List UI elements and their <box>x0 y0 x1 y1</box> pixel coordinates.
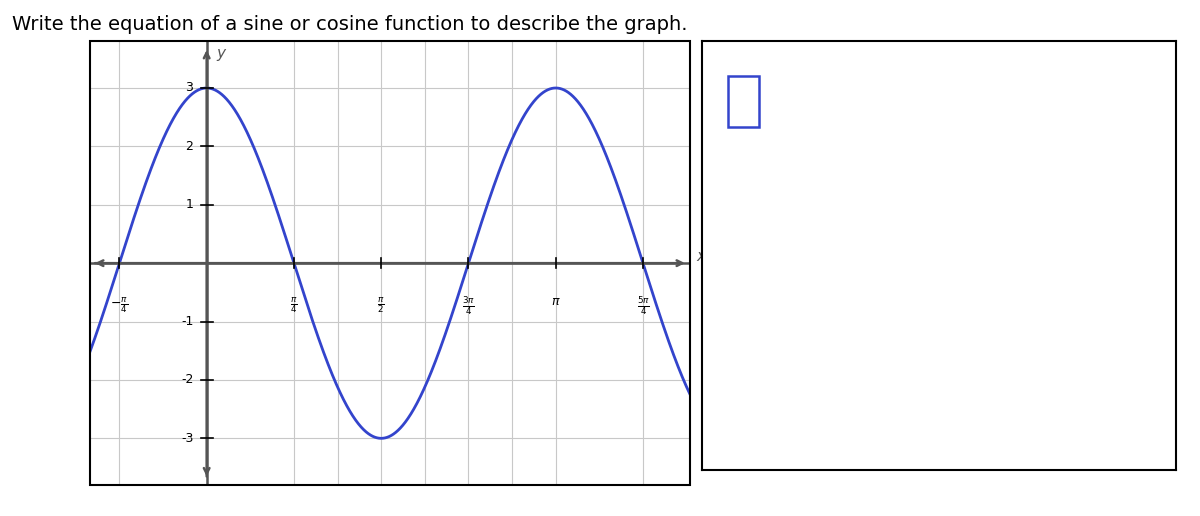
Text: $\pi$: $\pi$ <box>551 295 560 308</box>
Text: 1: 1 <box>186 198 193 211</box>
Text: $\frac{\pi}{2}$: $\frac{\pi}{2}$ <box>378 295 385 315</box>
Text: $\frac{5\pi}{4}$: $\frac{5\pi}{4}$ <box>636 295 649 317</box>
Text: -2: -2 <box>181 374 193 386</box>
Text: $\frac{\pi}{4}$: $\frac{\pi}{4}$ <box>290 295 298 315</box>
Bar <box>728 75 758 127</box>
Text: $\frac{3\pi}{4}$: $\frac{3\pi}{4}$ <box>462 295 475 317</box>
Text: 3: 3 <box>186 82 193 94</box>
Text: $-\frac{\pi}{4}$: $-\frac{\pi}{4}$ <box>110 295 128 315</box>
Text: -3: -3 <box>181 432 193 445</box>
Text: -1: -1 <box>181 315 193 328</box>
Text: 2: 2 <box>186 140 193 153</box>
Text: $y$: $y$ <box>216 47 227 63</box>
Text: Write the equation of a sine or cosine function to describe the graph.: Write the equation of a sine or cosine f… <box>12 15 688 35</box>
Text: $x$: $x$ <box>696 249 707 264</box>
